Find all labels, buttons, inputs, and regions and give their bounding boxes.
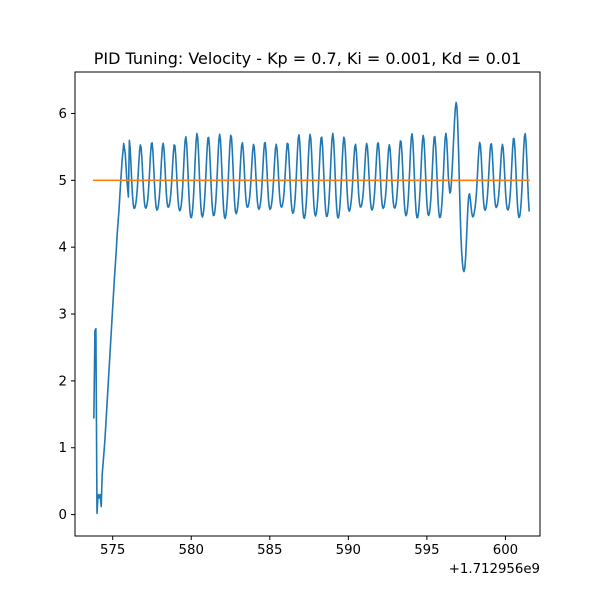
- y-tick-label: 1: [59, 441, 67, 456]
- series-layer: [93, 101, 531, 515]
- x-axis: 575 580 585 590 595 600: [100, 536, 518, 558]
- series-line-velocity: [93, 101, 531, 515]
- y-tick-label: 3: [59, 308, 67, 323]
- x-tick-label: 575: [100, 543, 125, 558]
- x-tick-label: 600: [493, 543, 518, 558]
- y-tick-label: 4: [59, 241, 67, 256]
- x-tick-label: 580: [179, 543, 204, 558]
- plot-area: [75, 72, 540, 536]
- x-tick-label: 595: [414, 543, 439, 558]
- plot-frame: [74, 71, 541, 537]
- y-tick-label: 2: [59, 374, 67, 389]
- x-offset-label: +1.712956e9: [449, 562, 540, 577]
- y-tick-label: 6: [59, 107, 67, 122]
- x-tick-label: 590: [336, 543, 361, 558]
- y-tick-label: 0: [59, 508, 67, 523]
- x-tick-label: 585: [257, 543, 282, 558]
- y-tick-label: 5: [59, 174, 67, 189]
- y-axis: 0 1 2 3 4 5 6: [59, 107, 75, 523]
- chart-title: PID Tuning: Velocity - Kp = 0.7, Ki = 0.…: [94, 49, 522, 68]
